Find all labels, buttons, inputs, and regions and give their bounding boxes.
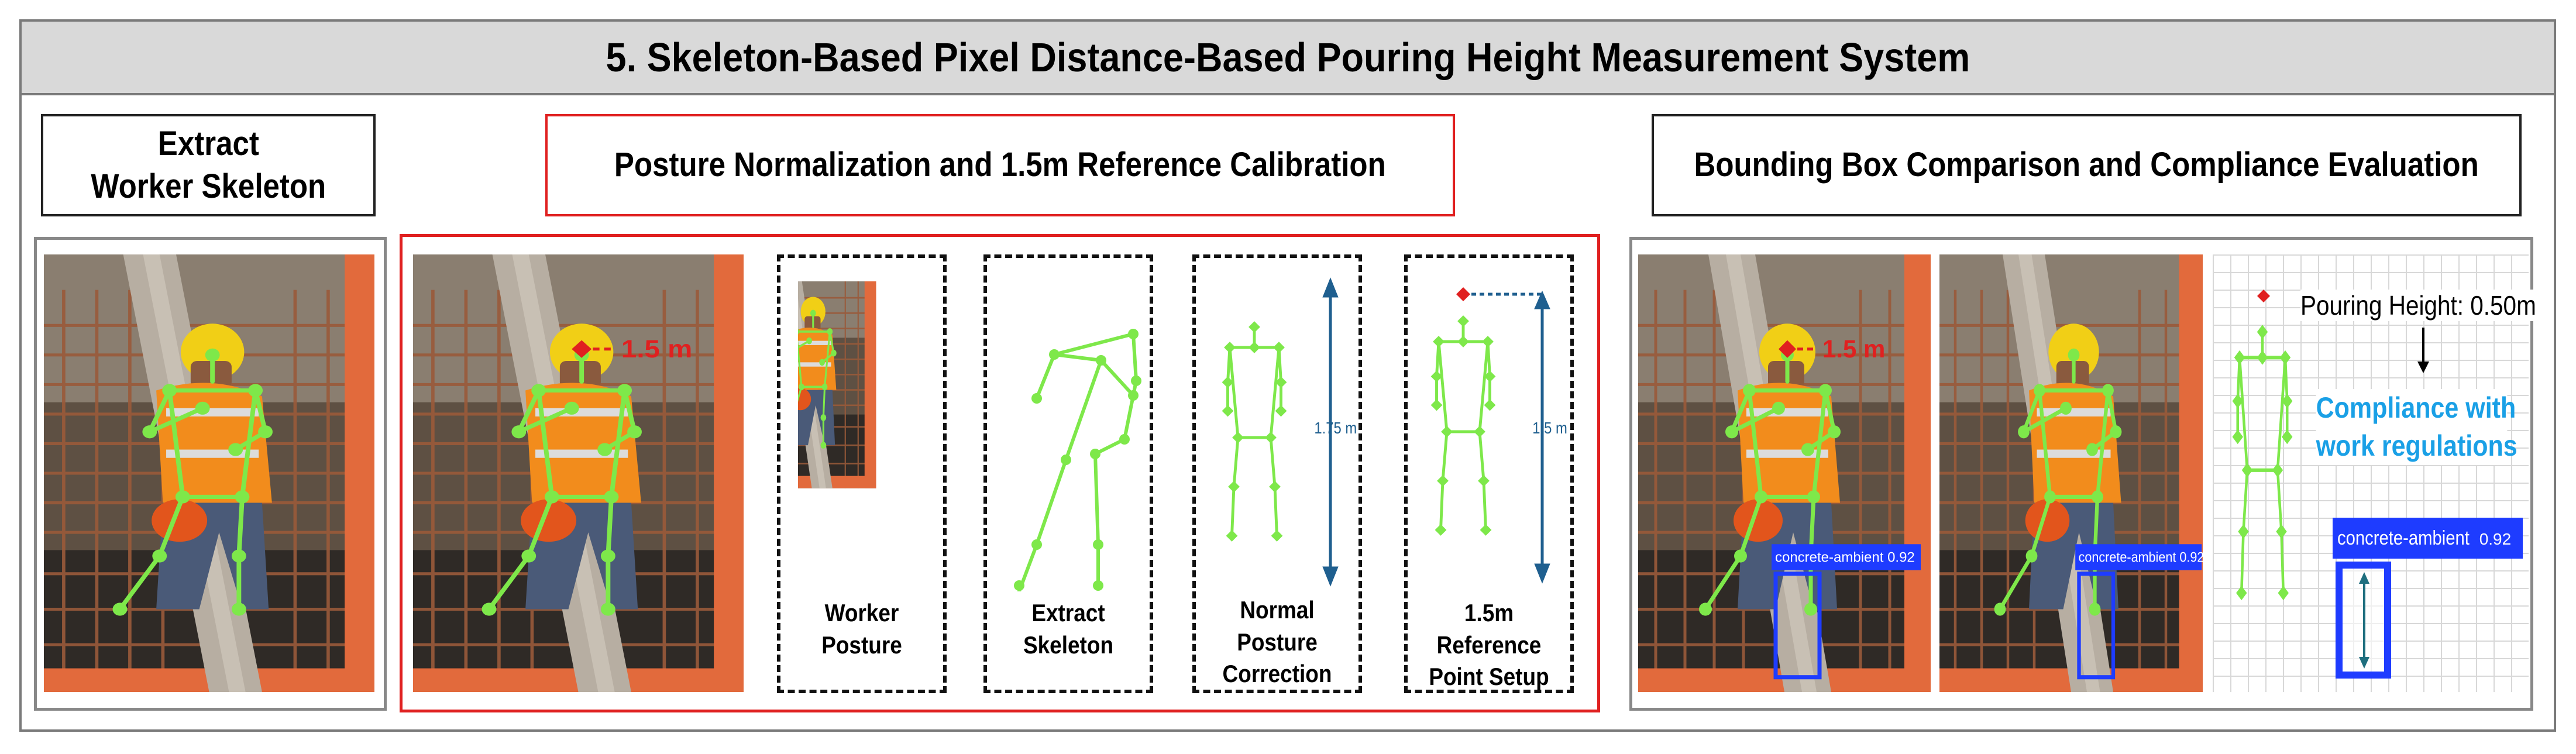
detection-photo-1: 1.5 m concrete-ambient 0.92 <box>1638 254 1931 692</box>
step2-line1: Extract <box>1031 599 1105 626</box>
compare-panel: 1.5 m concrete-ambient 0.92 concrete-amb… <box>1629 237 2536 711</box>
extract-heading-line2: Worker Skeleton <box>91 167 326 205</box>
extract-panel <box>34 237 387 711</box>
step-extract-skeleton: Extract Skeleton <box>983 254 1153 693</box>
photo-height-label: 1.5 m <box>621 335 692 363</box>
measured-bounding-box <box>2336 562 2391 679</box>
step-worker-posture: Worker Posture <box>777 254 947 693</box>
bbox-score-2: 0.92 <box>2179 549 2203 564</box>
normalize-heading: Posture Normalization and 1.5m Reference… <box>614 146 1386 184</box>
compare-heading: Bounding Box Comparison and Compliance E… <box>1694 146 2479 184</box>
keypoint-marker-icon <box>572 340 592 358</box>
extract-heading-line1: Extract <box>157 125 259 163</box>
step-normal-posture: 1.75 m Normal Posture Correction <box>1192 254 1362 693</box>
bbox-score-3: 0.92 <box>2479 530 2512 548</box>
compliance-line2: work regulations <box>2316 427 2517 465</box>
bounding-box-icon <box>2077 571 2116 680</box>
step1-line1: Worker <box>824 599 899 626</box>
normalize-heading-box: Posture Normalization and 1.5m Reference… <box>545 114 1455 216</box>
step3-line2: Posture <box>1237 628 1318 656</box>
bounding-box-icon <box>1773 571 1822 680</box>
normalize-panel: 1.5 m Worker Posture <box>400 234 1600 712</box>
normal-height-label: 1.75 m <box>1314 419 1357 437</box>
reference-point-figure <box>1422 287 1550 584</box>
bbox-score-1: 0.92 <box>1887 550 1915 566</box>
compliance-evaluation-card: Pouring Height: 0.50m Compliance with wo… <box>2213 254 2536 692</box>
detection-photo-2: concrete-ambient 0.92 <box>1939 254 2203 692</box>
svg-text:concrete-ambient 0.92: concrete-ambient 0.92 <box>1775 550 1915 566</box>
extract-heading-box: Extract Worker Skeleton <box>41 114 376 216</box>
height-arrow-icon <box>2359 572 2369 669</box>
compare-heading-box: Bounding Box Comparison and Compliance E… <box>1652 114 2522 216</box>
pouring-height-text: Pouring Height: 0.50m <box>2300 290 2536 321</box>
step2-line2: Skeleton <box>1023 631 1114 659</box>
worker-photo-crop <box>798 281 927 588</box>
bbox-label-1: concrete-ambient <box>1775 550 1884 566</box>
step4-line2: Point Setup <box>1429 663 1549 691</box>
worker-skeleton-photo <box>44 254 374 692</box>
step3-line1: Normal <box>1240 596 1315 624</box>
bbox-label-3: concrete-ambient <box>2337 527 2470 549</box>
keypoint-marker-icon <box>1779 340 1796 358</box>
keypoint-marker-icon <box>2257 290 2270 302</box>
compliance-text: Compliance with work regulations <box>2300 389 2523 465</box>
raw-skeleton-icon <box>1014 329 1141 591</box>
photo-height-label-2: 1.5 m <box>1822 335 1885 363</box>
compliance-line1: Compliance with <box>2316 389 2516 427</box>
down-arrow-icon <box>2417 328 2429 373</box>
bbox-label-2: concrete-ambient <box>2079 549 2176 564</box>
step4-line1: 1.5m Reference <box>1436 599 1542 659</box>
normal-posture-figure <box>1213 277 1339 587</box>
reference-marker-icon <box>1456 287 1470 301</box>
pouring-skeleton-figure <box>2224 260 2300 670</box>
page-title-bar: 5. Skeleton-Based Pixel Distance-Based P… <box>19 19 2556 95</box>
calibration-photo: 1.5 m <box>413 254 744 692</box>
page-title: 5. Skeleton-Based Pixel Distance-Based P… <box>606 35 1970 80</box>
svg-text:concrete-ambient 0.92: concrete-ambient 0.92 <box>2079 549 2203 564</box>
bbox-label-banner: concrete-ambient 0.92 <box>2333 518 2523 559</box>
step-reference-point: 1.5 m 1.5m Reference Point Setup <box>1404 254 1574 693</box>
step3-line3: Correction <box>1222 660 1332 688</box>
step1-line2: Posture <box>821 631 902 659</box>
reference-height-label: 1.5 m <box>1532 419 1567 437</box>
